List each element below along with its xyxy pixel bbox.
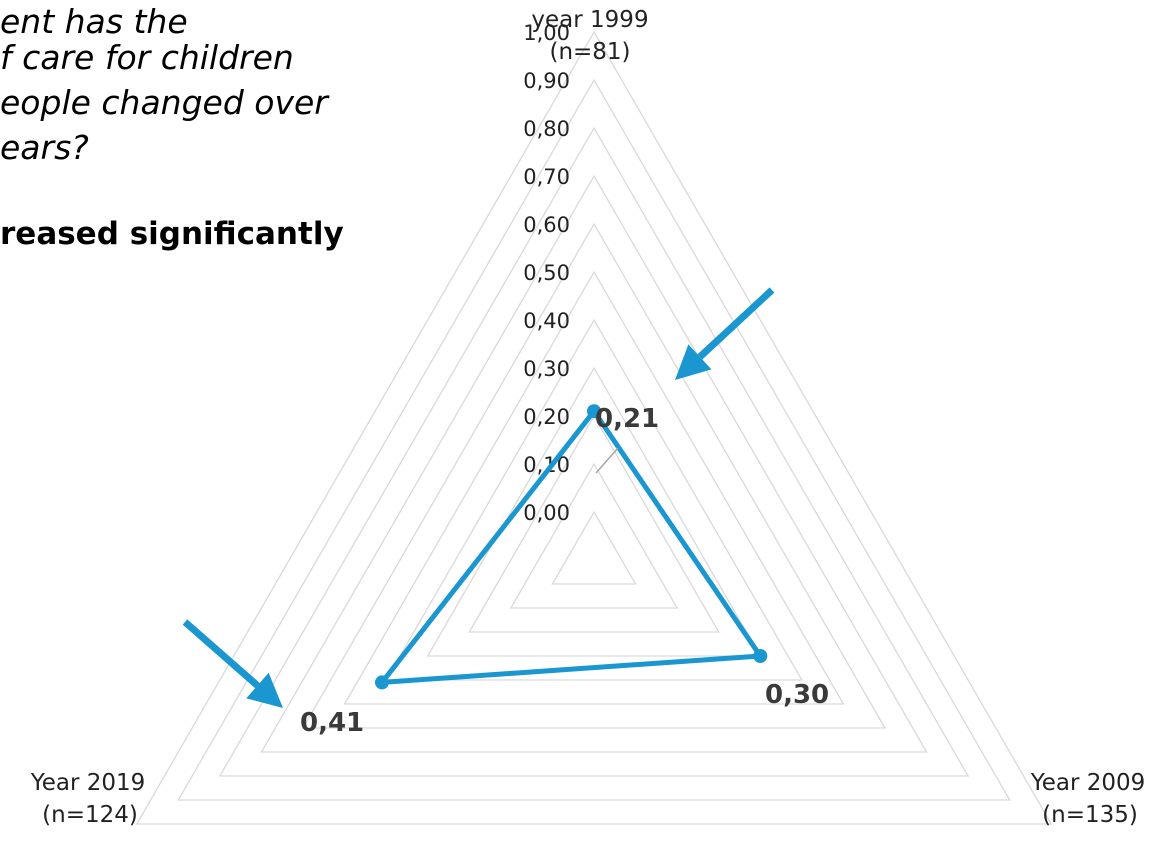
question-line-4: ears? <box>0 128 89 167</box>
tick-label-6: 0,60 <box>523 213 570 237</box>
question-line-2: f care for children <box>0 38 294 77</box>
grid-ring-1 <box>551 510 637 585</box>
grid-ring-8 <box>260 174 928 753</box>
tick-label-0: 0,00 <box>523 501 570 525</box>
data-label-2009: 0,30 <box>765 680 829 710</box>
radar-axis-labels: year 1999 (n=81) Year 2009 (n=135) Year … <box>30 7 1146 828</box>
radar-series <box>374 404 768 690</box>
data-label-2019: 0,41 <box>300 708 364 738</box>
grid-ring-2 <box>509 462 679 609</box>
grid-ring-6 <box>343 270 845 705</box>
question-line-3: eople changed over <box>0 83 328 122</box>
arrow-1999-shaft <box>697 287 775 360</box>
grid-ring-9 <box>218 126 970 777</box>
arrow-2019-shaft <box>182 619 260 689</box>
tick-label-2: 0,20 <box>523 405 570 429</box>
axis-label-2009: Year 2009 <box>1030 770 1146 796</box>
tick-label-4: 0,40 <box>523 309 570 333</box>
tick-label-8: 0,80 <box>523 117 570 141</box>
axis-label-2019: Year 2019 <box>30 770 146 796</box>
answer-text: reased significantly <box>0 216 344 252</box>
tick-label-3: 0,30 <box>523 357 570 381</box>
question-line-1: ent has the <box>0 2 188 41</box>
radar-grid <box>135 30 1053 825</box>
series-point-2 <box>374 675 389 690</box>
arrow-1999 <box>675 287 775 380</box>
axis-n-2019: (n=124) <box>42 802 138 828</box>
axis-n-2009: (n=135) <box>1042 802 1138 828</box>
grid-ring-7 <box>301 222 887 729</box>
series-point-0 <box>587 404 601 419</box>
grid-ring-3 <box>468 414 720 633</box>
grid-ring-11 <box>135 30 1053 825</box>
arrow-2019 <box>182 619 283 708</box>
annotation-arrows <box>182 287 775 708</box>
series-point-1 <box>753 649 768 663</box>
arrow-2019-head <box>246 672 283 708</box>
tick-label-10: 1,00 <box>523 21 570 45</box>
data-label-leader-line <box>595 447 619 474</box>
grid-ring-5 <box>385 318 803 681</box>
grid-ring-10 <box>177 78 1011 801</box>
axis-n-1999: (n=81) <box>549 39 630 65</box>
grid-ring-4 <box>426 366 762 657</box>
tick-label-7: 0,70 <box>523 165 570 189</box>
radar-data-labels: 0,21 0,30 0,41 <box>300 404 829 738</box>
series-line <box>379 408 763 685</box>
axis-label-1999: year 1999 <box>531 7 648 33</box>
tick-label-9: 0,90 <box>523 69 570 93</box>
radar-tick-labels: 0,000,100,200,300,400,500,600,700,800,90… <box>523 21 570 525</box>
arrow-1999-head <box>675 344 712 380</box>
tick-label-5: 0,50 <box>523 261 570 285</box>
data-label-1999: 0,21 <box>595 404 659 434</box>
